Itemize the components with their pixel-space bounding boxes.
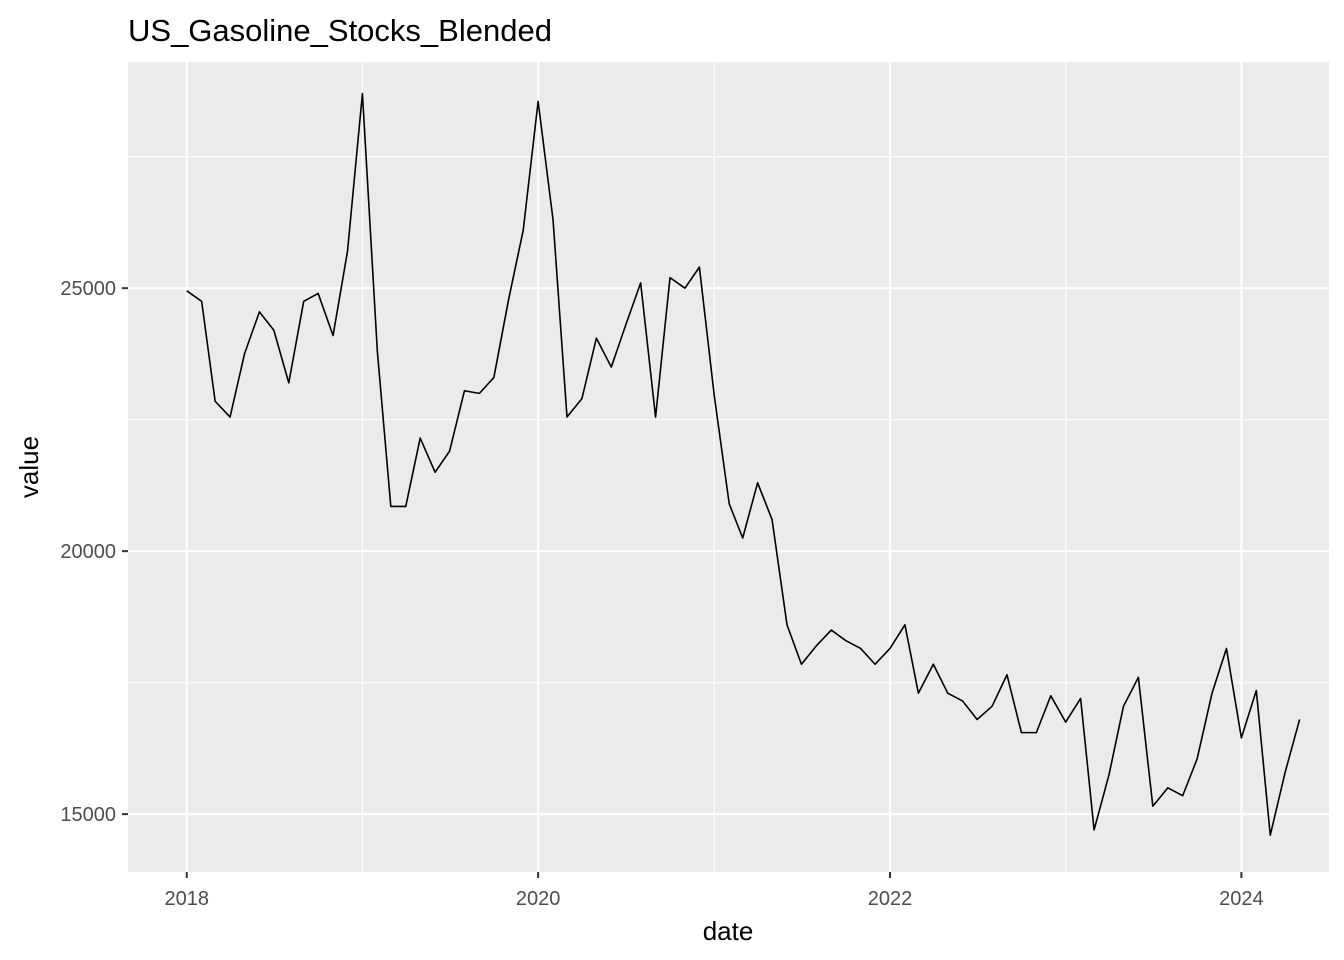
x-tick-label: 2020 [516,888,561,910]
series-layer [186,92,1301,836]
series-line [186,92,1301,836]
chart-title: US_Gasoline_Stocks_Blended [128,13,552,48]
y-tick-label: 20000 [60,541,116,563]
x-tick-label: 2018 [164,888,209,910]
x-axis-title: date [703,916,754,946]
y-axis: 15000 20000 25000 [60,278,128,826]
y-tick-label: 25000 [60,278,116,300]
x-axis: 2018 2020 2022 2024 [164,872,1264,910]
x-tick-label: 2022 [868,888,913,910]
plot-panel [128,62,1329,872]
x-tick-label: 2024 [1219,888,1264,910]
y-axis-title: value [14,436,44,498]
y-tick-label: 15000 [60,804,116,826]
